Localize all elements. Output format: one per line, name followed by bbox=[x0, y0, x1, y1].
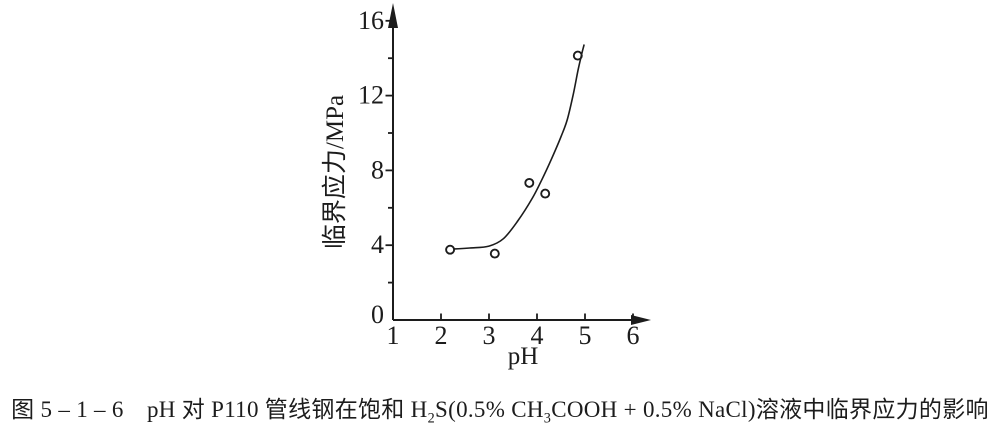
y-tick-label: 4 bbox=[371, 230, 384, 259]
caption-text-2: S(0.5% CH bbox=[435, 397, 544, 422]
figure-caption: 图 5 – 1 – 6 pH 对 P110 管线钢在饱和 H2S(0.5% CH… bbox=[0, 390, 1000, 427]
data-point bbox=[489, 248, 500, 259]
x-tick-label: 1 bbox=[387, 321, 400, 350]
x-tick-label: 5 bbox=[579, 321, 592, 350]
trend-curve bbox=[453, 44, 585, 250]
y-tick-label: 8 bbox=[371, 155, 384, 184]
x-tick-label: 4 bbox=[531, 321, 544, 350]
data-point bbox=[445, 244, 456, 255]
x-axis-arrow-icon bbox=[631, 315, 651, 325]
caption-text-3: COOH + 0.5% NaCl)溶液中临界应力的影响 bbox=[551, 397, 989, 422]
y-axis-arrow-icon bbox=[388, 3, 398, 28]
y-tick-label: 16 bbox=[358, 6, 384, 35]
y-axis-title: 临界应力/MPa bbox=[321, 95, 349, 249]
x-tick-label: 3 bbox=[483, 321, 496, 350]
y-tick-label: 12 bbox=[358, 81, 384, 110]
x-axis-title: pH bbox=[508, 343, 539, 370]
data-point bbox=[524, 177, 535, 188]
x-tick-label: 6 bbox=[627, 321, 640, 350]
caption-subscript-1: 2 bbox=[427, 410, 436, 427]
y-tick-label: 0 bbox=[371, 300, 384, 329]
caption-subscript-2: 3 bbox=[543, 410, 552, 427]
caption-text-1: 图 5 – 1 – 6 pH 对 P110 管线钢在饱和 H bbox=[11, 397, 428, 422]
x-tick-label: 2 bbox=[435, 321, 448, 350]
data-point bbox=[540, 188, 551, 199]
